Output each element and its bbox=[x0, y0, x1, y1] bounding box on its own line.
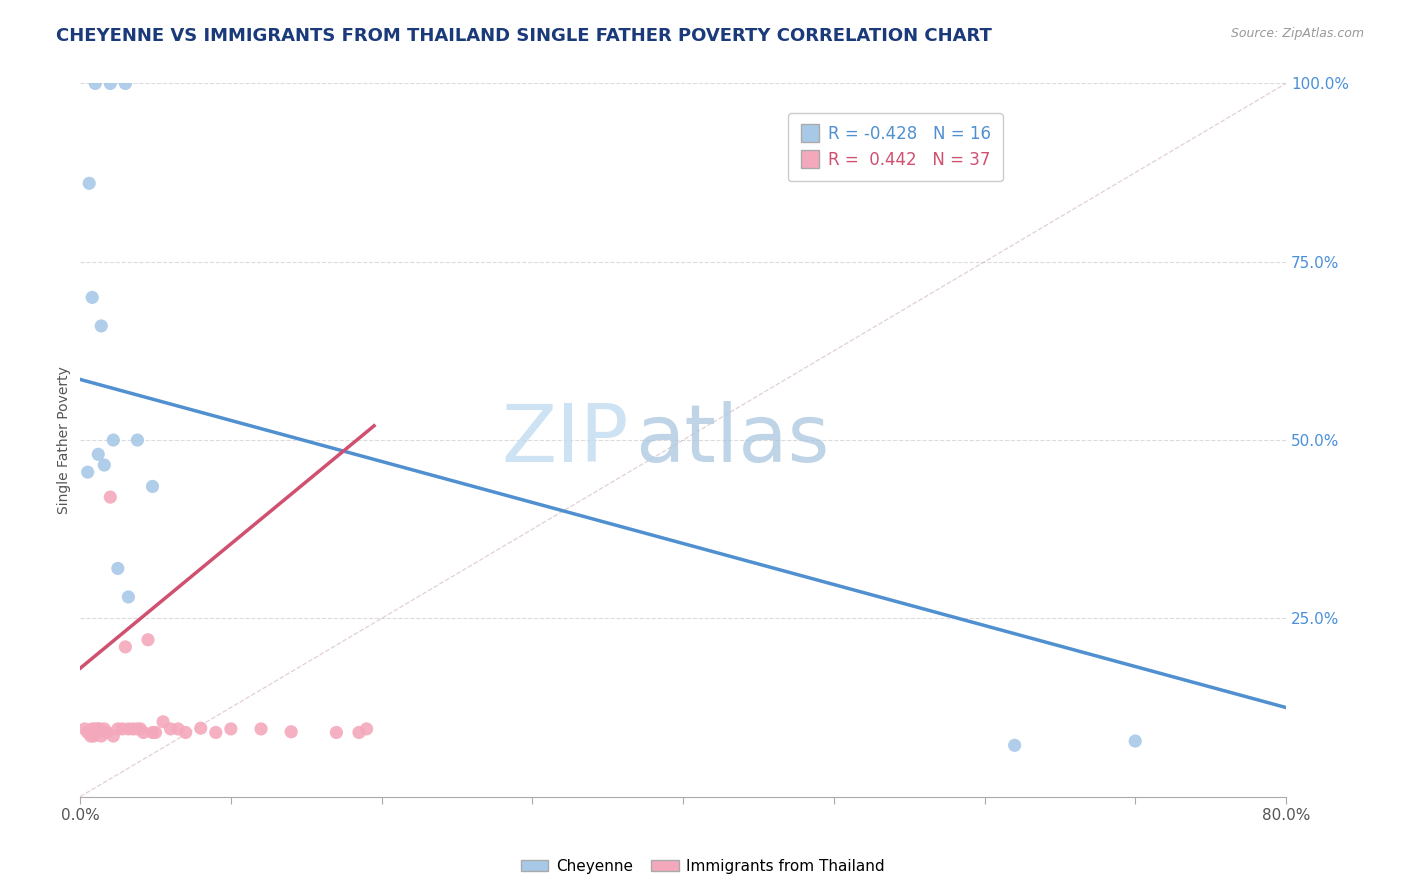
Point bbox=[204, 725, 226, 739]
Text: ZIP: ZIP bbox=[502, 401, 628, 479]
Point bbox=[76, 725, 98, 739]
Point bbox=[77, 176, 100, 190]
Point bbox=[87, 722, 110, 736]
Legend: R = -0.428   N = 16, R =  0.442   N = 37: R = -0.428 N = 16, R = 0.442 N = 37 bbox=[787, 113, 1002, 181]
Point bbox=[347, 725, 370, 739]
Y-axis label: Single Father Poverty: Single Father Poverty bbox=[58, 366, 72, 514]
Point bbox=[159, 722, 181, 736]
Point bbox=[80, 729, 103, 743]
Point bbox=[127, 433, 149, 447]
Point bbox=[90, 318, 112, 333]
Text: Source: ZipAtlas.com: Source: ZipAtlas.com bbox=[1230, 27, 1364, 40]
Point bbox=[93, 458, 115, 472]
Point bbox=[141, 725, 163, 739]
Point bbox=[152, 714, 174, 729]
Point bbox=[114, 77, 136, 91]
Point bbox=[1123, 734, 1146, 748]
Point bbox=[145, 725, 167, 739]
Point bbox=[90, 729, 112, 743]
Point bbox=[141, 479, 163, 493]
Point bbox=[356, 722, 378, 736]
Legend: Cheyenne, Immigrants from Thailand: Cheyenne, Immigrants from Thailand bbox=[515, 853, 891, 880]
Point bbox=[107, 561, 129, 575]
Point bbox=[174, 725, 197, 739]
Point bbox=[1004, 739, 1026, 753]
Point bbox=[103, 729, 125, 743]
Point bbox=[84, 722, 107, 736]
Point bbox=[103, 433, 125, 447]
Point bbox=[107, 722, 129, 736]
Point bbox=[136, 632, 159, 647]
Point bbox=[76, 465, 98, 479]
Point bbox=[89, 722, 111, 736]
Point bbox=[96, 725, 118, 739]
Point bbox=[73, 722, 96, 736]
Point bbox=[82, 722, 104, 736]
Text: atlas: atlas bbox=[636, 401, 830, 479]
Point bbox=[82, 290, 104, 304]
Point bbox=[84, 77, 107, 91]
Point bbox=[190, 721, 212, 735]
Point bbox=[83, 729, 105, 743]
Point bbox=[250, 722, 273, 736]
Point bbox=[111, 722, 134, 736]
Point bbox=[132, 725, 155, 739]
Point bbox=[117, 722, 139, 736]
Point bbox=[86, 725, 108, 739]
Point bbox=[117, 590, 139, 604]
Point bbox=[122, 722, 145, 736]
Point bbox=[98, 77, 121, 91]
Point bbox=[87, 447, 110, 461]
Point bbox=[219, 722, 242, 736]
Point bbox=[98, 490, 121, 504]
Point bbox=[127, 722, 149, 736]
Point bbox=[325, 725, 347, 739]
Point bbox=[167, 722, 190, 736]
Point bbox=[129, 722, 152, 736]
Point bbox=[114, 640, 136, 654]
Text: CHEYENNE VS IMMIGRANTS FROM THAILAND SINGLE FATHER POVERTY CORRELATION CHART: CHEYENNE VS IMMIGRANTS FROM THAILAND SIN… bbox=[56, 27, 993, 45]
Point bbox=[280, 724, 302, 739]
Point bbox=[93, 722, 115, 736]
